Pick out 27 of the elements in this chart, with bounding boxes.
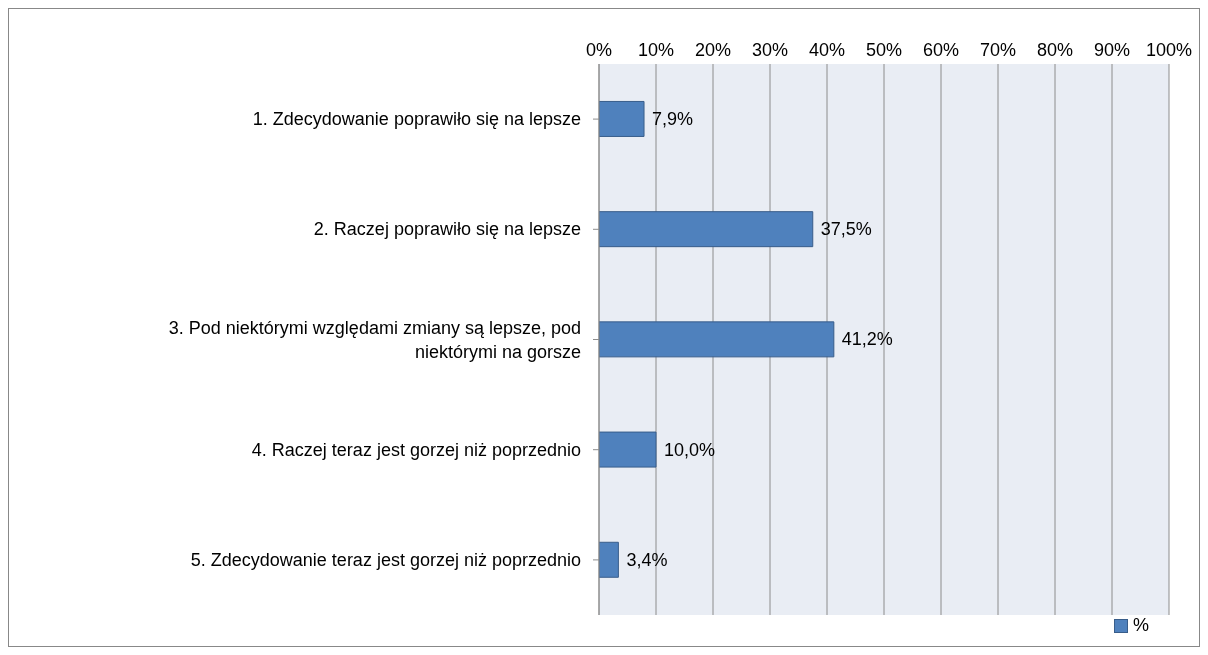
x-tick-label: 80% <box>1036 40 1074 60</box>
data-label: 3,4% <box>626 549 668 570</box>
bar <box>599 431 657 468</box>
data-label: 37,5% <box>820 219 872 240</box>
data-label: 41,2% <box>841 329 893 350</box>
data-label: 10,0% <box>664 439 716 460</box>
x-tick-label: 40% <box>808 40 846 60</box>
y-tick-label: 5. Zdecydowanie teraz jest gorzej niż poprzednio <box>190 549 581 570</box>
legend-label: % <box>1132 615 1149 636</box>
y-tick-label: 3. Pod niektórymi względami zmiany są lepsze, pod niektórymi na gorsze <box>168 317 581 362</box>
x-tick-label: 90% <box>1093 40 1131 60</box>
bar <box>599 211 814 248</box>
x-tick-label: 60% <box>922 40 960 60</box>
bar <box>599 321 835 358</box>
y-tick-label: 2. Raczej poprawiło się na lepsze <box>313 219 581 240</box>
y-tick-label: 1. Zdecydowanie poprawiło się na lepsze <box>252 109 581 130</box>
x-tick-label: 0% <box>585 40 613 60</box>
x-tick-label: 50% <box>865 40 903 60</box>
y-tick-label: 4. Raczej teraz jest gorzej niż poprzednio <box>251 439 581 460</box>
bar <box>599 541 619 578</box>
x-tick-label: 30% <box>751 40 789 60</box>
x-tick-label: 20% <box>694 40 732 60</box>
x-tick-label: 100% <box>1145 40 1193 60</box>
data-label: 7,9% <box>652 108 694 129</box>
x-tick-label: 70% <box>979 40 1017 60</box>
x-tick-label: 10% <box>637 40 675 60</box>
bar <box>599 100 645 137</box>
